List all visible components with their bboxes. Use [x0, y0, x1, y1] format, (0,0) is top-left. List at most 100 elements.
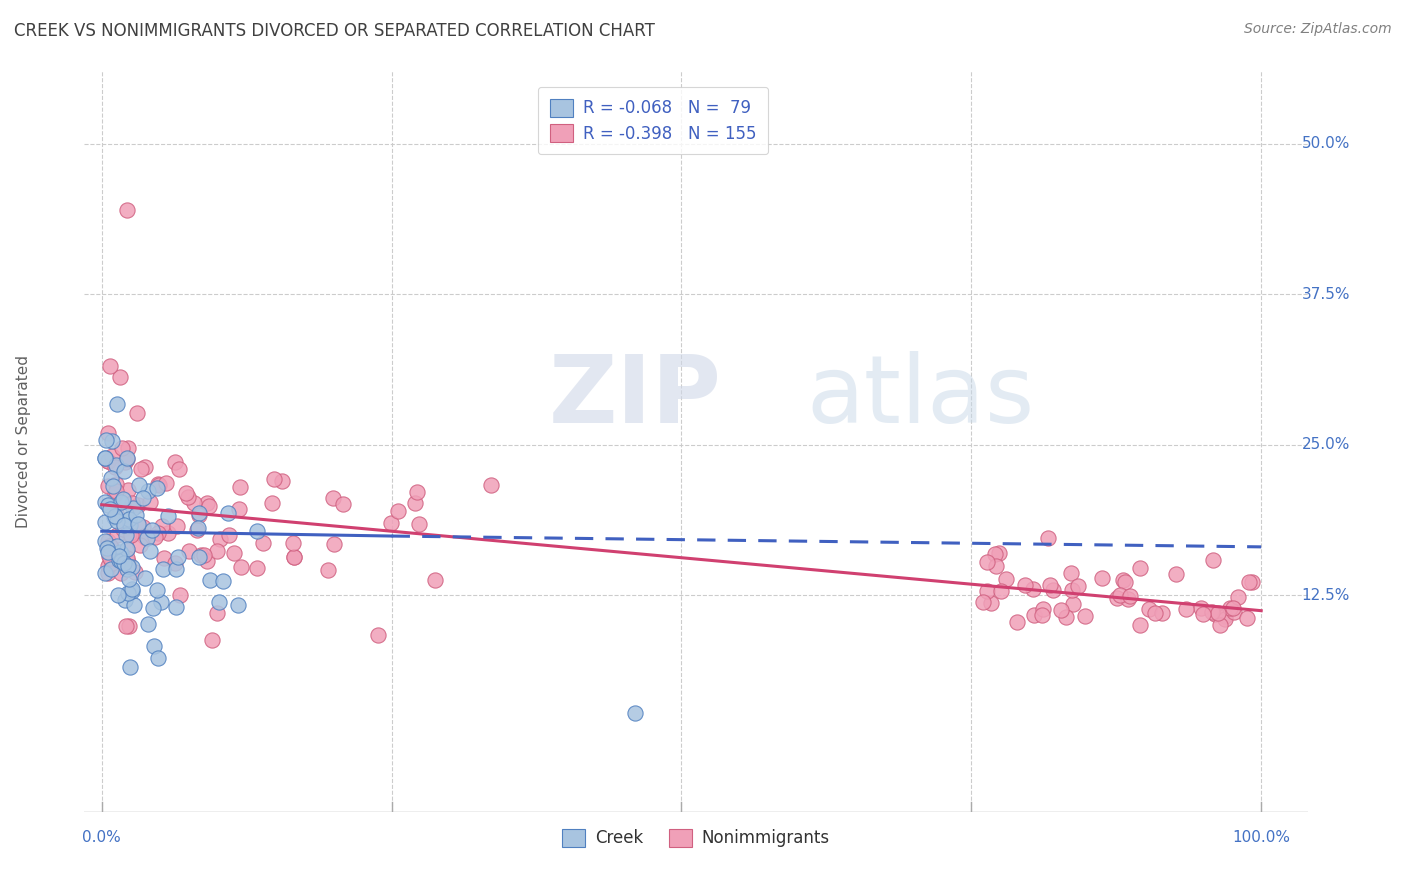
- Point: [1222, 600, 1244, 615]
- Point: [135, 531, 157, 545]
- Point: [624, 706, 647, 720]
- Point: [127, 406, 149, 420]
- Point: [1213, 612, 1236, 626]
- Point: [105, 539, 128, 553]
- Point: [118, 527, 141, 541]
- Point: [177, 544, 200, 558]
- Point: [143, 530, 166, 544]
- Point: [976, 584, 998, 599]
- Point: [1166, 566, 1188, 581]
- Point: [177, 490, 200, 504]
- Point: [134, 460, 156, 475]
- Point: [1060, 566, 1083, 581]
- Point: [1189, 601, 1212, 615]
- Point: [108, 370, 131, 384]
- Text: Divorced or Separated: Divorced or Separated: [15, 355, 31, 528]
- Point: [105, 483, 128, 498]
- Point: [187, 521, 209, 535]
- Point: [1201, 605, 1223, 619]
- Point: [94, 433, 117, 447]
- Point: [138, 617, 160, 632]
- Point: [1208, 618, 1230, 632]
- Point: [118, 660, 141, 674]
- Point: [110, 494, 132, 508]
- Point: [115, 541, 138, 556]
- Point: [125, 508, 148, 523]
- Point: [141, 523, 163, 537]
- Point: [1236, 611, 1258, 625]
- Point: [117, 559, 139, 574]
- Point: [271, 474, 294, 488]
- Point: [115, 527, 138, 541]
- Point: [101, 449, 124, 463]
- Point: [121, 583, 143, 598]
- Legend: Creek, Nonimmigrants: Creek, Nonimmigrants: [550, 817, 842, 859]
- Point: [101, 478, 124, 492]
- Point: [1005, 615, 1028, 629]
- Point: [1091, 571, 1114, 585]
- Point: [207, 607, 229, 621]
- Point: [200, 573, 222, 587]
- Point: [146, 651, 169, 665]
- Point: [228, 501, 250, 516]
- Point: [169, 588, 191, 602]
- Point: [96, 479, 118, 493]
- Point: [100, 562, 122, 576]
- Point: [120, 528, 142, 542]
- Point: [367, 627, 389, 641]
- Point: [101, 434, 124, 449]
- Point: [96, 566, 118, 580]
- Point: [101, 556, 124, 570]
- Point: [332, 497, 354, 511]
- Point: [208, 595, 231, 609]
- Point: [127, 498, 149, 512]
- Point: [1226, 590, 1249, 604]
- Point: [97, 533, 120, 548]
- Point: [94, 515, 117, 529]
- Point: [117, 562, 139, 576]
- Point: [165, 562, 187, 576]
- Text: 25.0%: 25.0%: [1302, 437, 1350, 452]
- Point: [980, 596, 1002, 610]
- Point: [142, 600, 165, 615]
- Point: [94, 451, 117, 466]
- Point: [1109, 588, 1132, 602]
- Text: 100.0%: 100.0%: [1232, 830, 1291, 845]
- Point: [205, 543, 228, 558]
- Point: [153, 551, 176, 566]
- Point: [167, 549, 190, 564]
- Point: [1219, 601, 1241, 615]
- Point: [118, 618, 141, 632]
- Point: [229, 479, 252, 493]
- Point: [1129, 618, 1152, 632]
- Point: [118, 517, 141, 532]
- Point: [134, 571, 156, 585]
- Point: [231, 560, 253, 574]
- Point: [322, 491, 344, 505]
- Point: [117, 483, 139, 497]
- Point: [188, 550, 211, 565]
- Point: [152, 561, 174, 575]
- Point: [218, 528, 240, 542]
- Point: [1042, 582, 1064, 597]
- Point: [96, 540, 118, 554]
- Point: [1067, 579, 1090, 593]
- Point: [103, 509, 125, 524]
- Point: [174, 486, 197, 500]
- Point: [405, 485, 427, 500]
- Point: [117, 441, 139, 455]
- Point: [283, 549, 305, 564]
- Point: [110, 546, 132, 560]
- Point: [111, 522, 134, 536]
- Point: [1223, 605, 1246, 619]
- Point: [111, 442, 134, 456]
- Point: [114, 592, 136, 607]
- Text: 0.0%: 0.0%: [83, 830, 121, 845]
- Point: [281, 536, 304, 550]
- Point: [1240, 574, 1263, 589]
- Point: [166, 518, 188, 533]
- Point: [165, 455, 187, 469]
- Point: [146, 477, 169, 491]
- Point: [1074, 609, 1097, 624]
- Point: [115, 450, 138, 465]
